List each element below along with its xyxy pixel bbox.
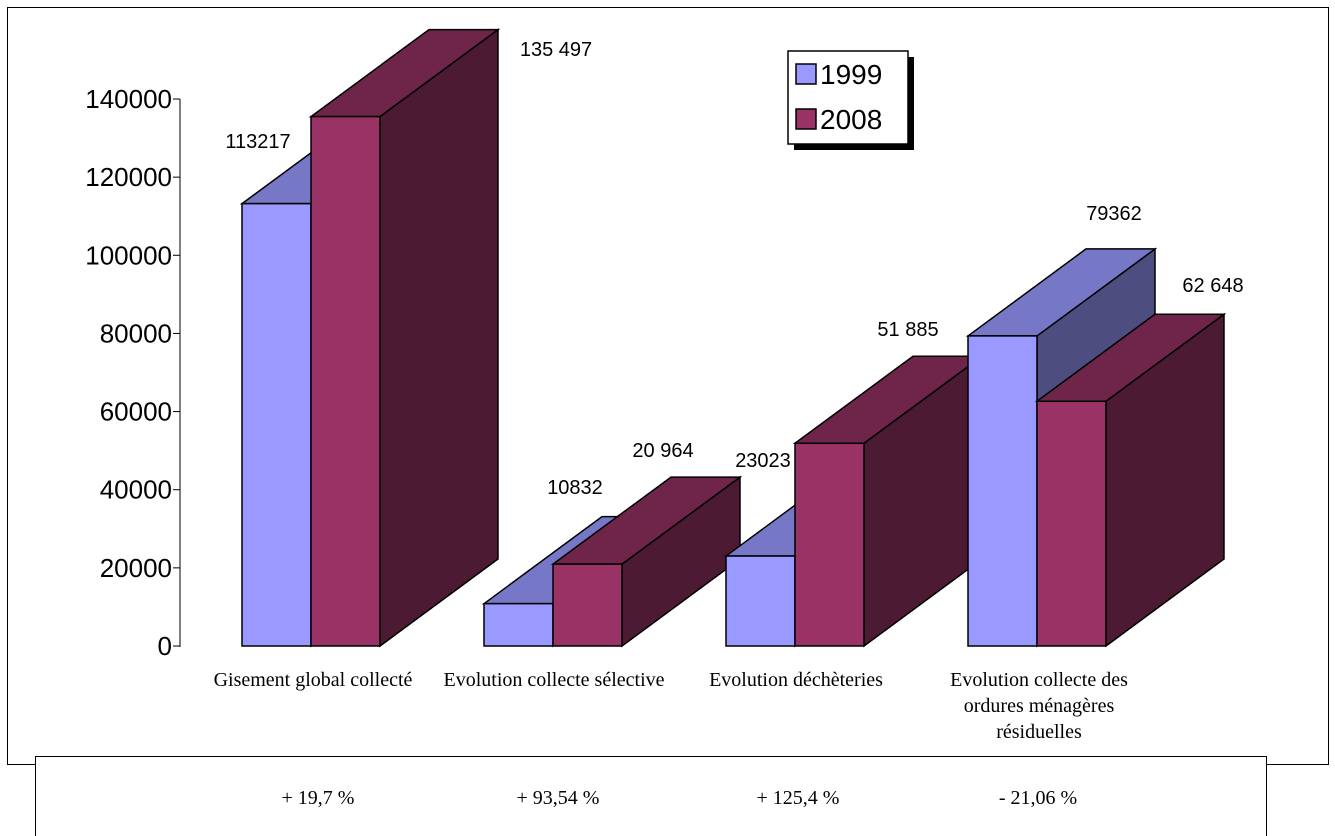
legend-label-2008: 2008 — [820, 104, 882, 135]
data-label: 79362 — [1086, 203, 1142, 225]
bar-2008-1 — [308, 28, 501, 648]
y-tick-label: 40000 — [100, 475, 172, 505]
bar-front-face — [967, 335, 1038, 647]
bar-front-face — [1036, 400, 1107, 647]
bar-front-face — [725, 555, 796, 647]
category-label: ordures ménagères — [964, 695, 1115, 717]
data-label: 20 964 — [632, 440, 693, 462]
bar-front-face — [241, 202, 312, 647]
y-tick-label: 140000 — [85, 84, 172, 114]
category-label: Gisement global collecté — [214, 669, 413, 691]
data-label: 23023 — [735, 450, 791, 472]
legend-swatch-2008 — [795, 108, 817, 130]
bar-front-face — [310, 115, 381, 647]
bar-2008-2 — [550, 475, 743, 648]
bar-front-face — [483, 602, 554, 647]
bar-front-face — [552, 563, 623, 647]
category-label: Evolution collecte des — [950, 669, 1128, 691]
y-tick-label: 0 — [158, 631, 172, 661]
category-label: résiduelles — [996, 721, 1082, 743]
change-decheteries: + 125,4 % — [756, 787, 840, 809]
change-collecte-selective: + 93,54 % — [516, 787, 600, 809]
data-label: 10832 — [547, 477, 603, 499]
bar-front-face — [794, 442, 865, 647]
bar-2008-4 — [1034, 312, 1227, 648]
change-ordures-menageres: - 21,06 % — [998, 787, 1078, 809]
y-tick-label: 80000 — [100, 318, 172, 348]
y-tick-label: 100000 — [85, 240, 172, 270]
data-label: 135 497 — [520, 39, 592, 61]
data-label: 113217 — [225, 131, 290, 153]
data-label: 51 885 — [877, 319, 938, 341]
y-tick-label: 60000 — [100, 397, 172, 427]
percent-change-box: + 19,7 % + 93,54 % + 125,4 % - 21,06 % — [35, 756, 1267, 836]
y-tick-label: 20000 — [100, 553, 172, 583]
bar-side-face — [379, 28, 499, 648]
category-label: Evolution collecte sélective — [443, 669, 664, 691]
change-gisement: + 19,7 % — [281, 787, 355, 809]
legend: 1999 2008 — [787, 50, 914, 150]
y-tick-label: 120000 — [85, 162, 172, 192]
legend-label-1999: 1999 — [820, 59, 882, 90]
data-label: 62 648 — [1182, 275, 1243, 297]
legend-swatch-1999 — [795, 63, 817, 85]
bar-2008-3 — [792, 354, 985, 648]
category-label: Evolution déchèteries — [709, 669, 883, 691]
